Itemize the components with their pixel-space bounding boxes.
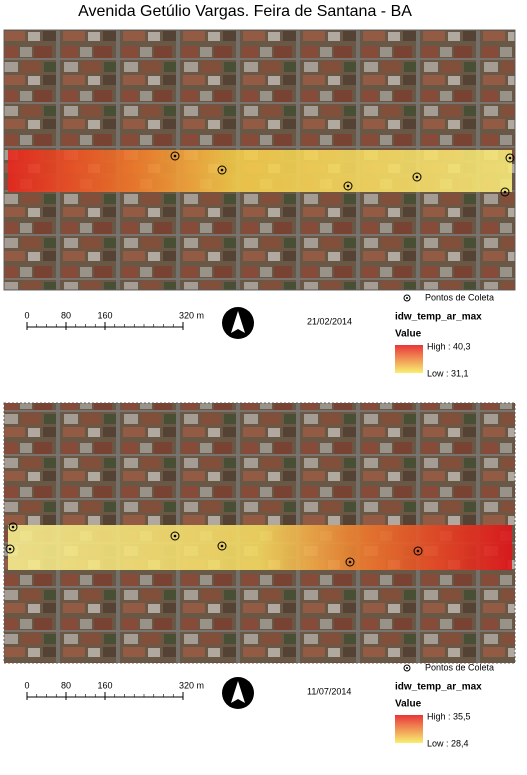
scale-label: 0 xyxy=(24,680,29,690)
collection-point-dot xyxy=(173,534,177,538)
date: 21/02/2014 xyxy=(307,316,352,326)
scale-label: 80 xyxy=(61,680,71,690)
scale-label: 160 xyxy=(97,310,112,320)
legend-points-label: Pontos de Coleta xyxy=(425,292,494,302)
collection-point xyxy=(412,172,422,182)
collection-point xyxy=(5,544,15,554)
collection-point xyxy=(217,165,227,175)
collection-point-dot xyxy=(508,156,512,160)
legend-layer: idw_temp_ar_max xyxy=(395,312,482,323)
legend-ramp xyxy=(395,715,423,743)
collection-point-dot xyxy=(503,190,507,194)
legend-low: Low : 31,1 xyxy=(427,368,469,378)
legend-field: Value xyxy=(395,699,422,710)
collection-point xyxy=(345,557,355,567)
legend-layer: idw_temp_ar_max xyxy=(395,682,482,693)
legend-high: High : 40,3 xyxy=(427,341,471,351)
collection-point-dot xyxy=(348,560,352,564)
collection-point xyxy=(170,531,180,541)
collection-point xyxy=(343,181,353,191)
collection-point-dot xyxy=(220,168,224,172)
collection-point xyxy=(170,151,180,161)
date: 11/07/2014 xyxy=(307,686,351,696)
collection-point-dot xyxy=(173,154,177,158)
collection-point xyxy=(413,546,423,556)
legend-point xyxy=(403,664,411,672)
scale-label: 320 m xyxy=(179,680,204,690)
legend-field: Value xyxy=(395,329,422,340)
collection-point xyxy=(217,541,227,551)
legend-points-label: Pontos de Coleta xyxy=(425,662,494,672)
legend-point xyxy=(403,294,411,302)
scale-label: 0 xyxy=(24,310,29,320)
collection-point xyxy=(505,153,515,163)
legend-high: High : 35,5 xyxy=(427,711,471,721)
title: Avenida Getúlio Vargas. Feira de Santana… xyxy=(78,3,412,20)
collection-point-dot xyxy=(346,184,350,188)
collection-point xyxy=(8,522,18,532)
heat-strip xyxy=(8,525,512,570)
collection-point-dot xyxy=(11,525,15,529)
collection-point-dot xyxy=(415,175,419,179)
collection-point xyxy=(500,187,510,197)
legend-point-dot xyxy=(406,667,408,669)
legend-point-dot xyxy=(406,297,408,299)
legend-low: Low : 28,4 xyxy=(427,738,469,748)
collection-point-dot xyxy=(220,544,224,548)
scale-label: 320 m xyxy=(179,310,204,320)
collection-point-dot xyxy=(8,547,12,551)
scale-label: 80 xyxy=(61,310,71,320)
scale-label: 160 xyxy=(97,680,112,690)
north-arrow xyxy=(231,311,245,333)
legend-ramp xyxy=(395,345,423,373)
heat-strip xyxy=(8,150,512,192)
north-arrow xyxy=(231,681,245,703)
collection-point-dot xyxy=(416,549,420,553)
